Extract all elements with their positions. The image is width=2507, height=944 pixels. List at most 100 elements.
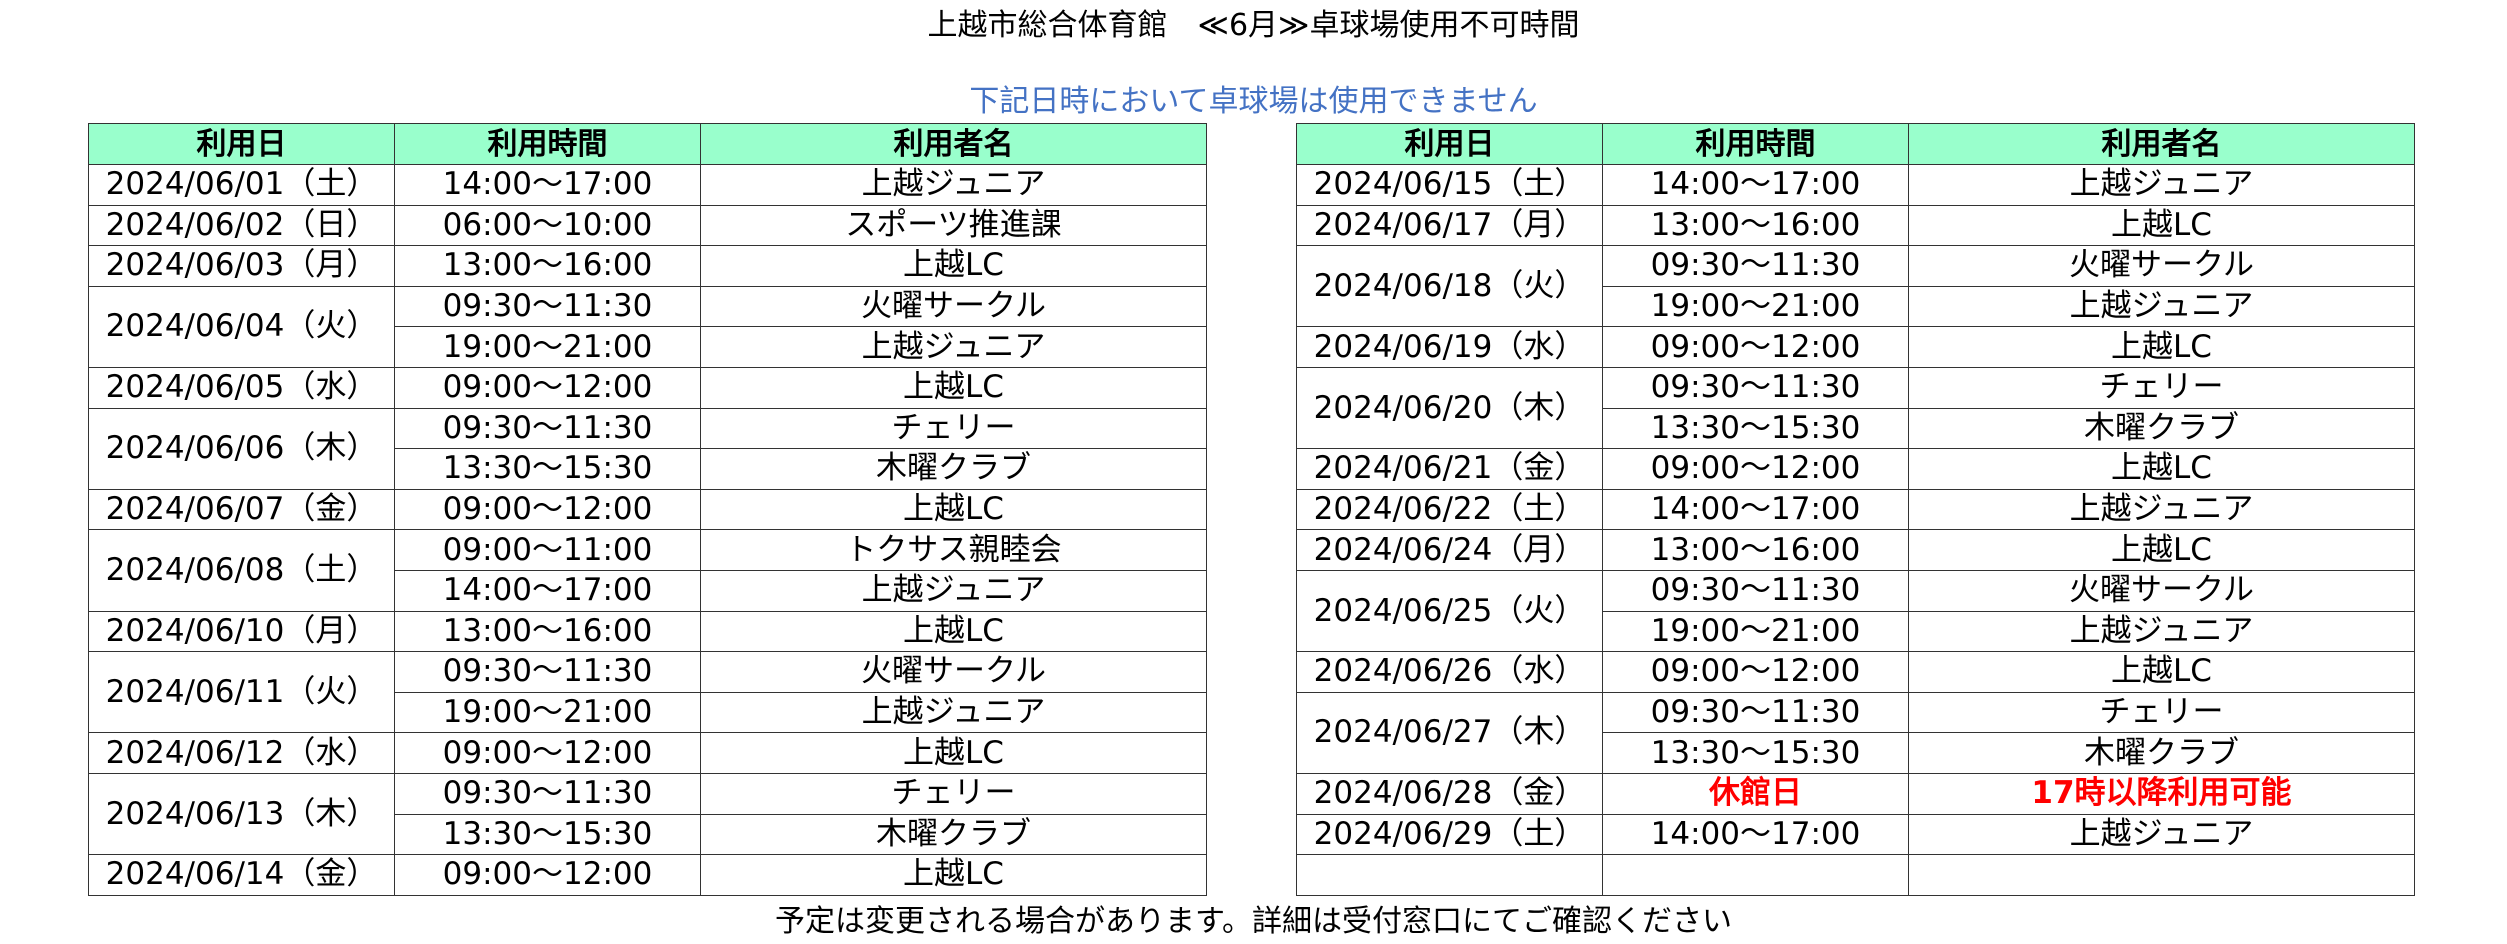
time-cell: 19:00～21:00 bbox=[1602, 610, 1909, 653]
date-cell: 2024/06/02（日） bbox=[88, 204, 395, 247]
time-cell: 19:00～21:00 bbox=[394, 691, 701, 734]
user-cell: 上越ジュニア bbox=[1908, 164, 2415, 206]
time-cell: 09:30～11:30 bbox=[394, 772, 701, 815]
header-user: 利用者名 bbox=[700, 123, 1207, 165]
header-time: 利用時間 bbox=[1602, 123, 1909, 165]
table-row: 2024/06/18（火） 09:30～11:30 火曜サークル bbox=[1296, 245, 2415, 328]
user-cell bbox=[1908, 854, 2415, 896]
table-row: 2024/06/05（水） 09:00～12:00 上越LC bbox=[88, 366, 1207, 409]
table-row: 13:30～15:30 木曜クラブ bbox=[1297, 732, 2415, 774]
date-cell: 2024/06/05（水） bbox=[88, 366, 395, 409]
date-cell: 2024/06/22（土） bbox=[1296, 488, 1603, 531]
time-cell: 09:30～11:30 bbox=[1602, 691, 1909, 734]
user-cell: 上越ジュニア bbox=[1908, 610, 2415, 653]
user-cell: 火曜サークル bbox=[1908, 569, 2415, 612]
table-row: 14:00～17:00 上越ジュニア bbox=[89, 569, 1207, 612]
time-cell: 09:30～11:30 bbox=[394, 285, 701, 328]
time-cell: 休館日 bbox=[1602, 772, 1909, 815]
user-cell: スポーツ推進課 bbox=[700, 204, 1207, 247]
table-row: 2024/06/13（木） 09:30～11:30 チェリー bbox=[88, 772, 1207, 856]
table-row: 19:00～21:00 上越ジュニア bbox=[89, 326, 1207, 368]
date-cell: 2024/06/24（月） bbox=[1296, 529, 1603, 571]
header-time: 利用時間 bbox=[394, 123, 701, 165]
user-cell: 上越LC bbox=[1908, 448, 2415, 490]
time-cell: 09:00～12:00 bbox=[394, 854, 701, 896]
time-cell: 13:30～15:30 bbox=[1602, 407, 1909, 450]
time-cell: 13:30～15:30 bbox=[1602, 732, 1909, 774]
user-cell: 木曜クラブ bbox=[700, 448, 1207, 490]
date-cell: 2024/06/20（木） bbox=[1296, 366, 1603, 450]
time-cell: 09:30～11:30 bbox=[1602, 569, 1909, 612]
user-cell: トクサス親睦会 bbox=[700, 529, 1207, 571]
table-row: 13:30～15:30 木曜クラブ bbox=[89, 813, 1207, 856]
date-cell: 2024/06/03（月） bbox=[88, 245, 395, 287]
time-cell: 09:30～11:30 bbox=[394, 651, 701, 693]
date-cell: 2024/06/29（土） bbox=[1296, 813, 1603, 856]
time-cell: 13:00～16:00 bbox=[394, 245, 701, 287]
date-cell: 2024/06/08（土） bbox=[88, 529, 395, 612]
table-row: 2024/06/21（金） 09:00～12:00 上越LC bbox=[1296, 448, 2415, 490]
user-cell: 火曜サークル bbox=[700, 651, 1207, 693]
table-row: 2024/06/29（土） 14:00～17:00 上越ジュニア bbox=[1296, 813, 2415, 856]
date-cell bbox=[1296, 854, 1603, 896]
table-header-row: 利用日 利用時間 利用者名 bbox=[88, 123, 1207, 165]
table-row: 2024/06/14（金） 09:00～12:00 上越LC bbox=[88, 854, 1207, 896]
date-cell: 2024/06/12（水） bbox=[88, 732, 395, 774]
user-cell: 上越LC bbox=[700, 488, 1207, 531]
time-cell bbox=[1602, 854, 1909, 896]
date-cell: 2024/06/07（金） bbox=[88, 488, 395, 531]
table-row: 2024/06/12（水） 09:00～12:00 上越LC bbox=[88, 732, 1207, 774]
page-subtitle: 下記日時において卓球場は使用できません bbox=[969, 84, 1538, 119]
table-row: 2024/06/25（火） 09:30～11:30 火曜サークル bbox=[1296, 569, 2415, 653]
schedule-table-left: 利用日 利用時間 利用者名 2024/06/01（土） 14:00～17:00 上越… bbox=[88, 123, 1207, 896]
header-user: 利用者名 bbox=[1908, 123, 2415, 165]
user-cell: 上越LC bbox=[700, 854, 1207, 896]
date-cell: 2024/06/04（火） bbox=[88, 285, 395, 368]
table-row: 2024/06/08（土） 09:00～11:00 トクサス親睦会 bbox=[88, 529, 1207, 612]
schedule-table-right: 利用日 利用時間 利用者名 2024/06/15（土） 14:00～17:00 上越… bbox=[1296, 123, 2415, 896]
time-cell: 09:30～11:30 bbox=[394, 407, 701, 450]
table-row: 2024/06/01（土） 14:00～17:00 上越ジュニア bbox=[88, 164, 1207, 206]
time-cell: 14:00～17:00 bbox=[394, 569, 701, 612]
date-cell: 2024/06/27（木） bbox=[1296, 691, 1603, 774]
user-cell: チェリー bbox=[700, 772, 1207, 815]
user-cell: 上越ジュニア bbox=[700, 691, 1207, 734]
table-row: 2024/06/24（月） 13:00～16:00 上越LC bbox=[1296, 529, 2415, 571]
user-cell: 上越LC bbox=[700, 366, 1207, 409]
table-header-row: 利用日 利用時間 利用者名 bbox=[1296, 123, 2415, 165]
user-cell: 火曜サークル bbox=[700, 285, 1207, 328]
date-cell: 2024/06/01（土） bbox=[88, 164, 395, 206]
time-cell: 13:30～15:30 bbox=[394, 813, 701, 856]
table-row: 13:30～15:30 木曜クラブ bbox=[1297, 407, 2415, 450]
date-cell: 2024/06/17（月） bbox=[1296, 204, 1603, 247]
time-cell: 09:00～12:00 bbox=[394, 488, 701, 531]
table-row: 2024/06/11（火） 09:30～11:30 火曜サークル bbox=[88, 651, 1207, 734]
user-cell: 上越LC bbox=[1908, 651, 2415, 693]
footer-note: 予定は変更される場合があります。詳細は受付窓口にてご確認ください bbox=[775, 904, 1732, 939]
time-cell: 09:00～12:00 bbox=[1602, 651, 1909, 693]
user-cell: チェリー bbox=[1908, 691, 2415, 734]
user-cell: 上越LC bbox=[1908, 326, 2415, 368]
date-cell: 2024/06/11（火） bbox=[88, 651, 395, 734]
date-cell: 2024/06/10（月） bbox=[88, 610, 395, 653]
time-cell: 19:00～21:00 bbox=[1602, 285, 1909, 328]
table-row: 2024/06/02（日） 06:00～10:00 スポーツ推進課 bbox=[88, 204, 1207, 247]
table-row bbox=[1296, 854, 2415, 896]
time-cell: 14:00～17:00 bbox=[1602, 813, 1909, 856]
time-cell: 14:00～17:00 bbox=[394, 164, 701, 206]
table-row: 2024/06/10（月） 13:00～16:00 上越LC bbox=[88, 610, 1207, 653]
page-title: 上越市総合体育館 ≪6月≫卓球場使用不可時間 bbox=[927, 8, 1580, 43]
table-row: 2024/06/17（月） 13:00～16:00 上越LC bbox=[1296, 204, 2415, 247]
user-cell: 上越ジュニア bbox=[1908, 285, 2415, 328]
time-cell: 13:00～16:00 bbox=[1602, 204, 1909, 247]
table-row: 2024/06/26（水） 09:00～12:00 上越LC bbox=[1296, 651, 2415, 693]
user-cell: 木曜クラブ bbox=[1908, 732, 2415, 774]
table-row: 2024/06/19（水） 09:00～12:00 上越LC bbox=[1296, 326, 2415, 368]
table-row: 19:00～21:00 上越ジュニア bbox=[1297, 285, 2415, 328]
date-cell: 2024/06/18（火） bbox=[1296, 245, 1603, 328]
date-cell: 2024/06/19（水） bbox=[1296, 326, 1603, 368]
user-cell: チェリー bbox=[700, 407, 1207, 450]
time-cell: 06:00～10:00 bbox=[394, 204, 701, 247]
user-cell: 上越ジュニア bbox=[700, 164, 1207, 206]
header-date: 利用日 bbox=[1296, 123, 1603, 165]
